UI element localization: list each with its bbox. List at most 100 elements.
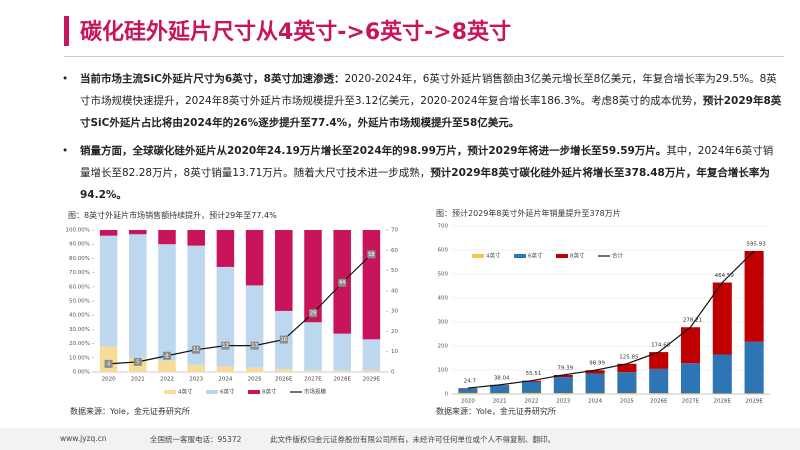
legend-swatch bbox=[206, 390, 218, 394]
y2-tick-label: 60 bbox=[391, 248, 398, 254]
label-box bbox=[133, 357, 142, 366]
legend-swatch bbox=[472, 254, 484, 258]
bar bbox=[585, 393, 605, 394]
legend-swatch bbox=[164, 390, 176, 394]
label-box bbox=[367, 250, 376, 259]
y-tick-label: 50.00% bbox=[69, 299, 90, 305]
bar bbox=[187, 245, 205, 365]
y-tick-label: 0.00% bbox=[73, 370, 90, 376]
legend-label: 市场规模 bbox=[304, 388, 327, 396]
x-tick-label: 2025 bbox=[248, 377, 262, 383]
bar bbox=[99, 346, 118, 372]
data-label: 58 bbox=[368, 252, 374, 258]
bar bbox=[744, 250, 764, 342]
bar bbox=[458, 392, 478, 394]
legend-label: 合计 bbox=[612, 252, 624, 260]
label-box bbox=[338, 278, 347, 287]
chart: 0.00% 10.00% 20.00% 30.00% 40.00% 50.00% 60.00… bbox=[66, 228, 399, 396]
bar bbox=[158, 230, 176, 245]
bar bbox=[649, 393, 669, 394]
data-label: 8 bbox=[165, 353, 168, 359]
footer-site: www.jyzq.cn bbox=[60, 434, 107, 443]
legend-label: 4英寸 bbox=[178, 388, 193, 396]
x-tick-label: 2026E bbox=[650, 399, 668, 405]
x-tick-label: 2020 bbox=[461, 399, 475, 405]
label-box bbox=[221, 341, 230, 350]
bullet: 销量方面，全球碳化硅外延片从2020年24.19万片增长至2024年的98.99… bbox=[62, 140, 782, 206]
x-tick-label: 2023 bbox=[189, 377, 203, 383]
x-tick-label: 2022 bbox=[160, 377, 174, 383]
data-label: 38.04 bbox=[494, 375, 510, 381]
data-label: 4 bbox=[107, 361, 110, 367]
data-label: 29 bbox=[310, 311, 316, 317]
x-tick-label: 2027E bbox=[682, 399, 700, 405]
data-label: 595.93 bbox=[746, 241, 766, 247]
y-tick-label: 100 bbox=[438, 368, 449, 374]
legend-swatch bbox=[248, 390, 260, 394]
x-tick-label: 2020 bbox=[102, 377, 116, 383]
bar bbox=[333, 370, 351, 372]
footer-copyright: 此文件版权归金元证券股份有限公司所有，未经许可任何单位或个人不得复制、翻印。 bbox=[270, 435, 555, 444]
y2-tick-label: 50 bbox=[391, 268, 398, 274]
bar bbox=[362, 339, 381, 371]
bar bbox=[490, 385, 510, 394]
slide-title: 碳化硅外延片尺寸从4英寸->6英寸->8英寸 bbox=[80, 20, 512, 45]
bullet-text: 预计2029年8英寸碳化硅外延片将增长至378.48万片，年复合增长率为94.2… bbox=[80, 167, 770, 201]
bar bbox=[216, 266, 235, 367]
y-tick-label: 30.00% bbox=[69, 327, 90, 333]
bar bbox=[304, 322, 322, 371]
data-label: 464.59 bbox=[715, 273, 735, 279]
x-tick-label: 2027E bbox=[304, 377, 322, 383]
x-tick-label: 2029E bbox=[745, 399, 763, 405]
y-tick-label: 70.00% bbox=[69, 270, 90, 276]
y2-tick-label: 40 bbox=[391, 288, 398, 294]
line bbox=[467, 250, 755, 389]
bar bbox=[680, 393, 701, 394]
legend-label: 6英寸 bbox=[220, 388, 235, 396]
label-box bbox=[192, 345, 201, 354]
bar bbox=[362, 370, 381, 372]
bar bbox=[553, 393, 573, 394]
legend-label: 8英寸 bbox=[262, 388, 277, 396]
bar bbox=[680, 327, 701, 364]
bar bbox=[744, 393, 764, 394]
x-tick-label: 2028E bbox=[714, 399, 732, 405]
bar bbox=[187, 364, 205, 372]
data-label: 125.85 bbox=[619, 354, 639, 360]
bar bbox=[129, 230, 147, 235]
title-accent bbox=[64, 16, 69, 46]
legend-swatch bbox=[556, 254, 568, 258]
y2-tick-label: 30 bbox=[391, 309, 398, 315]
y-tick-label: 40.00% bbox=[69, 313, 90, 319]
bullet-text: 销量方面，全球碳化硅外延片从2020年24.19万片增长至2024年的98.99… bbox=[80, 145, 667, 157]
bar bbox=[712, 393, 732, 394]
bar bbox=[521, 392, 542, 394]
bar bbox=[649, 368, 669, 394]
source: 数据来源：Yole，金元证券研究所 bbox=[70, 407, 190, 416]
x-tick-label: 2029E bbox=[363, 377, 381, 383]
label-box bbox=[279, 335, 288, 344]
bar bbox=[617, 363, 637, 373]
caption: 图：8英寸外延片市场销售额持续提升，预计29年至77.4% bbox=[68, 211, 277, 220]
y-tick-label: 90.00% bbox=[69, 242, 90, 248]
data-label: 174.65 bbox=[651, 343, 671, 349]
data-label: 79.39 bbox=[557, 365, 573, 371]
y-tick-label: 80.00% bbox=[69, 256, 90, 262]
bar bbox=[304, 230, 322, 323]
x-tick-label: 2026E bbox=[275, 377, 293, 383]
bar bbox=[521, 381, 542, 393]
caption: 图：预计2029年8英寸外延片年销量提升至378万片 bbox=[436, 209, 621, 218]
bar bbox=[245, 367, 264, 372]
y-tick-label: 20.00% bbox=[69, 341, 90, 347]
bar bbox=[649, 352, 669, 369]
bar bbox=[158, 244, 176, 361]
bar bbox=[275, 230, 293, 311]
data-label: 24.7 bbox=[464, 379, 477, 385]
bar bbox=[585, 373, 605, 394]
bar bbox=[158, 360, 176, 372]
data-label: 13 bbox=[222, 343, 228, 349]
bar bbox=[362, 230, 381, 340]
bar bbox=[99, 230, 118, 236]
y2-tick-label: 10 bbox=[391, 349, 398, 355]
